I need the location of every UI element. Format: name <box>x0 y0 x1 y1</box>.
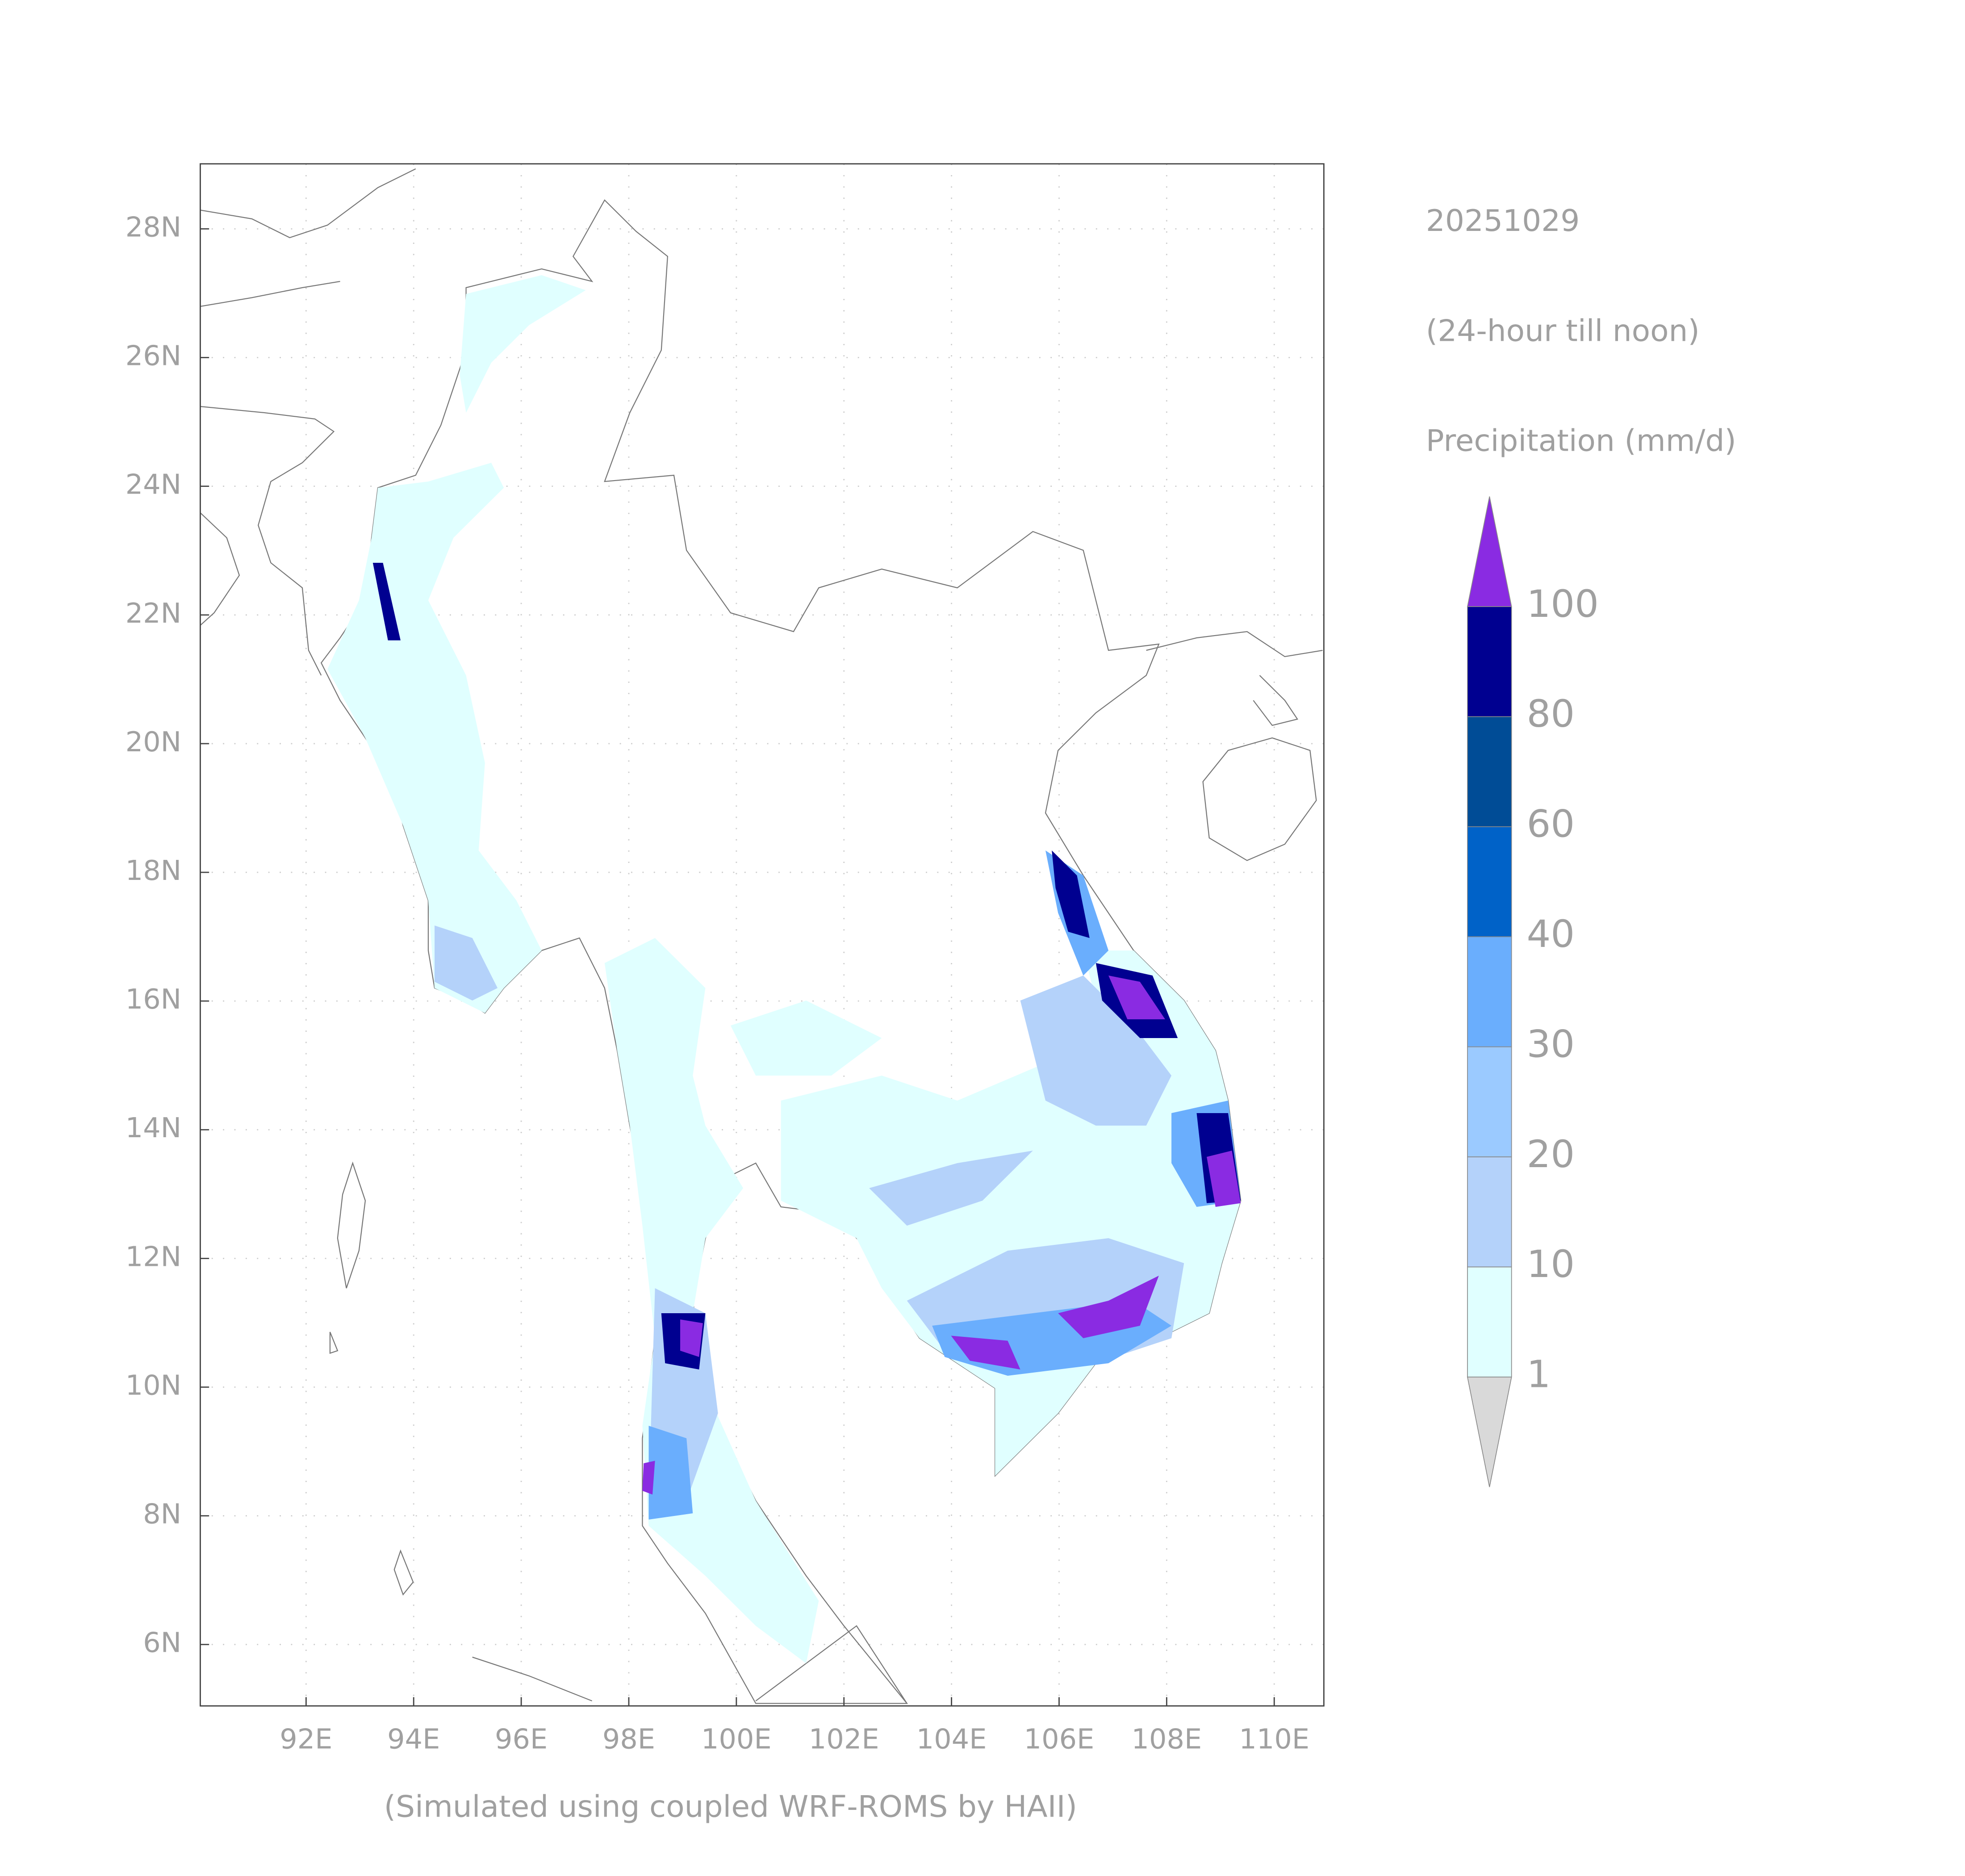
sea <box>200 163 1324 1706</box>
axis-labels: 92E 94E 96E 98E 100E 102E 104E 106E 108E 110E 28N 2… <box>125 211 1309 1755</box>
date: 20251029 <box>1426 203 1580 238</box>
x-tick-label: 96E <box>495 1723 548 1755</box>
x-tick-label: 102E <box>809 1723 879 1755</box>
x-tick-label: 108E <box>1132 1723 1202 1755</box>
y-tick-label: 16N <box>125 983 181 1015</box>
footer: (Simulated using coupled WRF-ROMS by HAI… <box>384 1789 1077 1824</box>
y-tick-label: 20N <box>125 726 181 758</box>
x-tick-label: 100E <box>701 1723 772 1755</box>
colorbar-label: 10 <box>1526 1243 1575 1286</box>
y-tick-label: 28N <box>125 211 181 243</box>
colorbar-over <box>1467 496 1512 607</box>
y-tick-label: 14N <box>125 1112 181 1144</box>
colorbar-segment <box>1467 716 1512 827</box>
precip-over-100 <box>642 976 1241 1495</box>
hainan <box>1202 737 1317 861</box>
x-tick-label: 110E <box>1239 1723 1309 1755</box>
y-tick-label: 22N <box>125 597 181 629</box>
x-tick-label: 104E <box>916 1723 987 1755</box>
coastline <box>200 512 240 626</box>
y-tick-label: 6N <box>143 1627 181 1659</box>
coastline <box>200 168 416 676</box>
y-tick-label: 8N <box>143 1498 181 1530</box>
colorbar-segment <box>1467 1046 1512 1157</box>
colorbar-label: 30 <box>1526 1022 1575 1066</box>
y-tick-label: 26N <box>125 340 181 372</box>
y-tick-label: 24N <box>125 469 181 501</box>
colorbar-label: 20 <box>1526 1132 1575 1176</box>
y-tick-label: 10N <box>125 1369 181 1402</box>
colorbar-segment <box>1467 1156 1512 1268</box>
colorbar-label: 60 <box>1526 802 1575 846</box>
x-tick-label: 94E <box>387 1723 440 1755</box>
x-tick-label: 98E <box>602 1723 655 1755</box>
variable: Precipitation (mm/d) <box>1426 423 1736 458</box>
colorbar-segment <box>1467 606 1512 717</box>
colorbar-label: 1 <box>1526 1353 1551 1396</box>
colorbar-label: 80 <box>1526 692 1575 736</box>
x-tick-label: 92E <box>280 1723 332 1755</box>
colorbar: 1 10 20 30 40 60 80 100 <box>1467 496 1599 1487</box>
y-tick-label: 18N <box>125 854 181 887</box>
x-tick-label: 106E <box>1024 1723 1095 1755</box>
colorbar-label: 100 <box>1526 582 1598 626</box>
coastline <box>472 1625 907 1704</box>
colorbar-segment <box>1467 826 1512 938</box>
islands <box>329 1161 414 1596</box>
colorbar-label: 40 <box>1526 912 1575 956</box>
colorbar-segment <box>1467 1266 1512 1378</box>
period: (24-hour till noon) <box>1426 313 1700 348</box>
colorbar-under <box>1467 1376 1512 1487</box>
colorbar-segment <box>1467 936 1512 1047</box>
coastline <box>1146 631 1323 726</box>
map-frame <box>200 163 1325 1707</box>
y-tick-label: 12N <box>125 1241 181 1273</box>
map-area <box>200 163 1324 1706</box>
